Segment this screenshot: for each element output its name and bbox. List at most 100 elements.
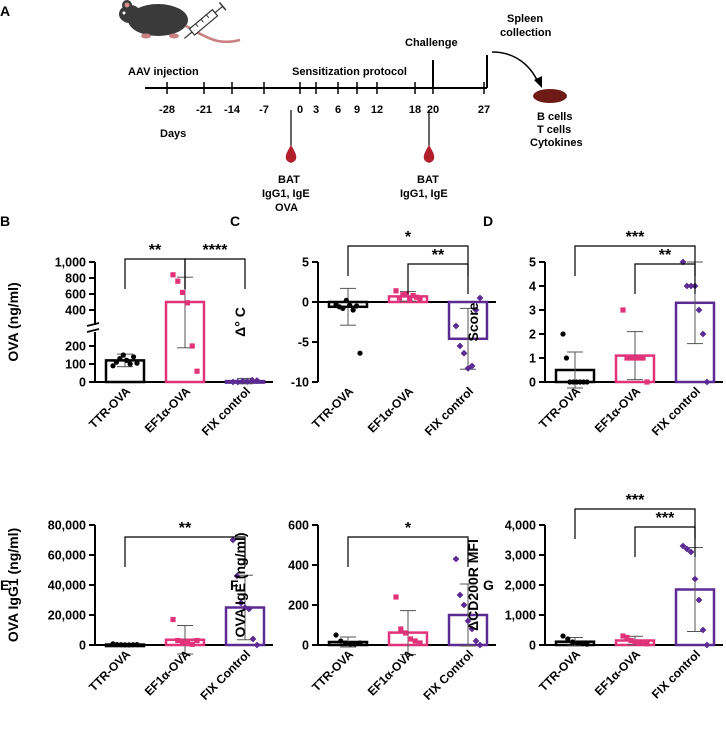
data-point <box>403 291 409 297</box>
significance-bracket <box>634 263 696 294</box>
data-point <box>636 355 642 361</box>
data-point <box>353 303 360 309</box>
y-tick-label: -10 <box>291 376 309 390</box>
data-point <box>189 641 195 647</box>
data-point <box>456 342 464 350</box>
y-tick-label: 600 <box>288 519 309 533</box>
data-point <box>410 293 416 299</box>
x-category-label: FIX control <box>649 647 703 701</box>
sensitization-label: Sensitization protocol <box>292 66 407 78</box>
data-point <box>460 349 468 357</box>
challenge-label: Challenge <box>405 37 458 49</box>
timeline-ticks: -28 -21 -14 -7 0 3 6 9 12 18 20 27 <box>159 82 490 116</box>
y-tick-label: 2 <box>529 328 536 342</box>
x-category-label: FIX Control <box>420 647 476 703</box>
bat1-line-3: OVA <box>275 202 298 214</box>
output-cytokines: Cytokines <box>530 137 583 149</box>
y-tick-label: 800 <box>65 272 86 286</box>
output-t-cells: T cells <box>537 124 571 136</box>
data-point <box>253 377 261 384</box>
timeline-tick-label: 18 <box>409 104 421 116</box>
timeline-tick-label: -28 <box>159 104 175 116</box>
panel-label: F <box>230 577 239 593</box>
panel-label: B <box>0 213 10 229</box>
data-point <box>407 636 413 642</box>
data-point <box>194 368 200 374</box>
blood-drop-icon <box>285 145 297 163</box>
y-tick-label: 60,000 <box>48 549 86 563</box>
y-tick-label: 40,000 <box>48 579 86 593</box>
data-point <box>170 616 176 623</box>
data-point <box>584 379 590 385</box>
significance-label: **** <box>203 242 229 259</box>
panel-label: E <box>0 577 9 593</box>
data-point <box>703 378 711 386</box>
y-tick-label: 1 <box>529 352 536 366</box>
x-category-label: EF1α-OVA <box>592 384 643 435</box>
panel-label: G <box>483 577 494 593</box>
data-point <box>452 322 460 330</box>
data-point <box>584 641 590 647</box>
x-category-label: EF1α-OVA <box>142 384 193 435</box>
timeline-tick-label: 9 <box>354 104 360 116</box>
spleen-arrow <box>491 51 539 83</box>
timeline-tick-label: -7 <box>259 104 269 116</box>
data-point <box>333 632 339 638</box>
data-point <box>180 289 186 295</box>
y-tick-label: 4 <box>529 280 536 294</box>
data-point <box>114 641 120 648</box>
timeline-panel: A AAV injection Sensitization protocol C… <box>0 0 583 214</box>
data-point <box>560 633 566 639</box>
significance-bracket <box>124 258 186 289</box>
data-point <box>122 642 128 648</box>
data-point <box>412 638 418 644</box>
y-axis-label: OVA IgE (ng/ml) <box>232 533 248 638</box>
data-point <box>472 637 480 645</box>
y-axis-label: OVA IgG1 (ng/ml) <box>5 528 21 642</box>
data-point <box>456 591 464 599</box>
x-category-label: TTR-OVA <box>536 647 583 694</box>
aav-injection-label: AAV injection <box>128 66 199 78</box>
significance-bracket <box>634 526 696 557</box>
data-point <box>110 641 116 647</box>
significance-bracket <box>347 536 469 567</box>
data-point <box>417 296 423 302</box>
data-point <box>189 343 195 349</box>
data-point <box>679 258 687 266</box>
data-point <box>239 377 246 385</box>
data-point <box>683 282 691 290</box>
significance-label: ** <box>149 242 162 259</box>
data-point <box>476 294 484 302</box>
y-tick-label: 4,000 <box>505 519 536 533</box>
y-tick-label: 0 <box>529 376 536 390</box>
timeline-tick-label: 6 <box>335 104 341 116</box>
data-point <box>124 357 130 363</box>
data-point <box>703 641 711 649</box>
data-point <box>570 639 576 645</box>
data-point <box>644 641 650 647</box>
axis-break-mark <box>86 328 100 333</box>
x-category-label: EF1α-OVA <box>592 647 643 698</box>
data-point <box>118 642 124 648</box>
data-point <box>237 599 245 607</box>
timeline-tick-label: -14 <box>224 104 241 116</box>
data-point <box>249 635 257 643</box>
x-category-label: TTR-OVA <box>309 384 356 431</box>
chart-g: G 0 1,000 2,000 3,000 4,000 ΔCD200R MFI TTR-OVA… <box>465 492 723 701</box>
y-tick-label: 0 <box>79 376 86 390</box>
data-point <box>636 640 642 646</box>
data-point <box>343 297 349 303</box>
y-tick-label: 0 <box>529 639 536 653</box>
y-tick-label: 400 <box>288 559 309 573</box>
data-point <box>464 617 472 625</box>
significance-bracket <box>347 245 469 276</box>
y-tick-label: 80,000 <box>48 519 86 533</box>
data-point <box>687 282 695 290</box>
y-tick-label: 600 <box>65 288 86 302</box>
data-point <box>563 355 570 361</box>
data-point <box>628 637 634 644</box>
significance-bracket <box>407 263 469 294</box>
y-tick-label: -5 <box>298 336 309 350</box>
data-point <box>233 572 241 580</box>
